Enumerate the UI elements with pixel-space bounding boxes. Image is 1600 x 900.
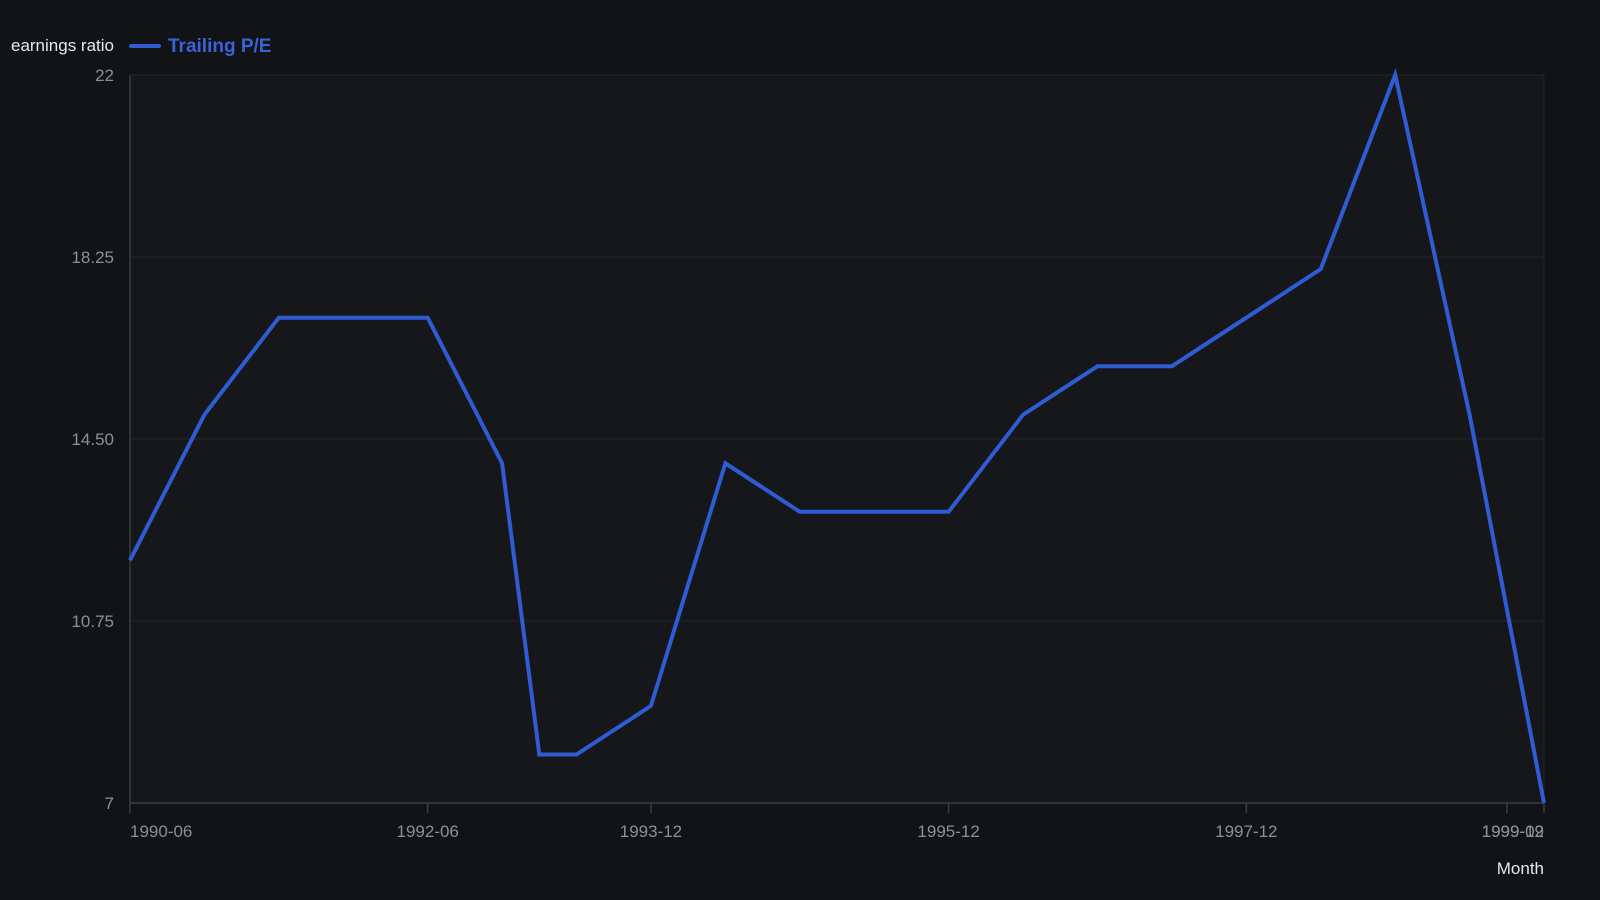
x-tick-label: 1995-12: [917, 822, 979, 841]
y-tick-label: 14.50: [71, 430, 114, 449]
x-tick-label: 1993-12: [620, 822, 682, 841]
legend[interactable]: Trailing P/E: [129, 36, 271, 57]
y-tick-label: 22: [95, 66, 114, 85]
legend-label-trailing-pe[interactable]: Trailing P/E: [168, 36, 271, 57]
x-tick-label: 1990-06: [130, 822, 192, 841]
series-lines: [128, 68, 1546, 804]
series-line-trailing-pe[interactable]: [128, 68, 1546, 804]
y-tick-labels: 7 10.75 14.50 18.25 22: [71, 66, 114, 813]
y-tick-label: 7: [105, 794, 114, 813]
x-tick-label: 1999-09: [1482, 822, 1544, 841]
x-tick-label: 1992-06: [396, 822, 458, 841]
x-tick-label: 1999-12: [1482, 822, 1544, 841]
axes: [129, 75, 1545, 813]
y-tick-label: 10.75: [71, 612, 114, 631]
x-tick-label: 1997-12: [1215, 822, 1277, 841]
y-axis-title: earnings ratio: [11, 36, 114, 55]
x-tick-labels: 1990-06 1992-06 1993-12 1995-12 1997-12 1999-…: [130, 822, 1544, 841]
x-axis-title: Month: [1497, 859, 1544, 878]
y-tick-label: 18.25: [71, 248, 114, 267]
